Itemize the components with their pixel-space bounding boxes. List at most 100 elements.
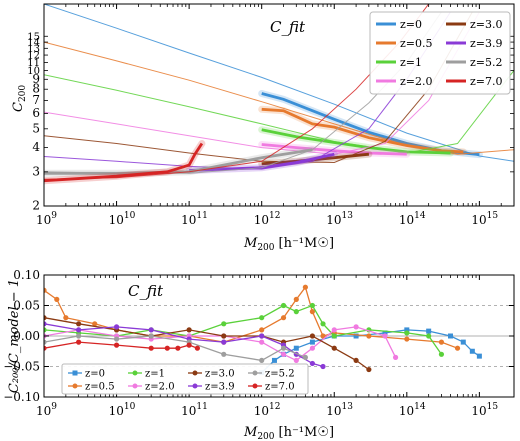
residual-marker-z=1 <box>259 315 265 321</box>
residual-marker-z=3.9 <box>148 327 154 333</box>
residual-marker-z=5.2 <box>302 354 308 360</box>
top-y-tick-label: 14 <box>27 38 40 49</box>
top-y-tick-label: 10 <box>27 66 40 77</box>
residual-marker-z=1 <box>426 333 432 339</box>
residual-marker-z=2.0 <box>392 354 399 360</box>
bottom-x-tick-label: 1015 <box>471 402 498 418</box>
residual-marker-z=1 <box>280 302 287 309</box>
top-legend-label-z=2.0: z=2.0 <box>400 75 433 88</box>
residual-marker-z=7.0 <box>175 345 181 351</box>
residual-marker-z=5.2 <box>44 339 47 345</box>
bottom-x-tick-label: 1011 <box>181 402 208 418</box>
top-annotation-text: C_fit <box>270 18 306 36</box>
top-xlabel-main: M <box>243 236 258 251</box>
bottom-legend-marker-z=3.9 <box>192 383 198 389</box>
top-legend-label-z=5.2: z=5.2 <box>470 56 503 69</box>
residual-marker-z=3.0 <box>186 327 192 333</box>
top-y-tick-label: 8 <box>32 82 40 96</box>
residual-marker-z=1 <box>309 302 316 309</box>
residual-marker-z=7.0 <box>194 345 200 351</box>
top-y-tick-label: 3 <box>32 164 40 178</box>
residual-marker-z=3.9 <box>320 363 326 370</box>
residual-line-z=2.0 <box>44 326 397 362</box>
top-y-axis-label: C200 <box>11 85 28 112</box>
bottom-y-tick-label: 0.05 <box>13 299 40 313</box>
top-x-tick-label: 1015 <box>471 211 498 227</box>
top-y-tick-label: 11 <box>27 58 40 69</box>
residual-marker-z=0 <box>382 330 388 336</box>
residual-marker-z=5.2 <box>259 357 265 363</box>
residual-marker-z=7.0 <box>186 342 192 348</box>
residual-marker-z=0 <box>271 357 277 363</box>
residual-marker-z=0.5 <box>309 309 316 315</box>
bottom-legend-marker-z=5.2 <box>252 370 258 376</box>
bottom-legend-label-z=7.0: z=7.0 <box>265 382 295 393</box>
residual-marker-z=0.5 <box>454 345 461 351</box>
bottom-legend-label-z=0: z=0 <box>85 369 105 380</box>
bottom-x-tick-label: 109 <box>36 402 57 418</box>
residual-marker-z=0.5 <box>438 339 445 345</box>
bottom-legend-label-z=0.5: z=0.5 <box>85 382 115 393</box>
top-x-tick-label: 1013 <box>326 211 353 227</box>
residual-marker-z=3.9 <box>259 333 265 339</box>
residual-marker-z=3.0 <box>353 357 359 363</box>
residual-marker-z=2.0 <box>280 351 287 357</box>
residual-marker-z=3.0 <box>331 345 337 351</box>
residual-marker-z=2.0 <box>259 339 265 345</box>
residual-marker-z=2.0 <box>331 327 337 333</box>
residual-marker-z=7.0 <box>164 345 170 351</box>
top-y-tick-label: 5 <box>32 121 40 135</box>
bottom-legend-label-z=1: z=1 <box>145 369 165 380</box>
residual-marker-z=0.5 <box>320 333 326 339</box>
top-y-tick-label: 9 <box>32 72 40 86</box>
residual-marker-z=7.0 <box>148 345 154 351</box>
residual-marker-z=0 <box>404 327 410 333</box>
residual-marker-z=3.0 <box>44 315 47 321</box>
bottom-legend-box <box>61 363 309 395</box>
top-y-tick-label: 13 <box>27 44 40 55</box>
residual-marker-z=0.5 <box>63 315 69 321</box>
top-legend-label-z=1: z=1 <box>400 56 422 69</box>
residual-marker-z=0 <box>426 328 432 334</box>
residual-line-z=7.0 <box>44 341 198 349</box>
top-xlabel-sub: 200 <box>257 243 274 253</box>
residual-marker-z=5.2 <box>76 333 82 339</box>
top-xlabel-unit: [h⁻¹M☉] <box>279 236 335 251</box>
top-legend-label-z=3.0: z=3.0 <box>470 18 503 31</box>
bottom-legend-label-z=3.0: z=3.0 <box>205 369 235 380</box>
residual-marker-z=0 <box>448 333 454 339</box>
residual-marker-z=3.9 <box>221 339 227 345</box>
residual-marker-z=0.5 <box>259 327 265 333</box>
residual-marker-z=3.0 <box>366 366 372 373</box>
residual-marker-z=0 <box>309 339 315 345</box>
top-x-tick-label: 109 <box>36 211 57 227</box>
top-ylabel-main: C <box>11 102 26 112</box>
residual-marker-z=0 <box>476 353 482 359</box>
residual-marker-z=2.0 <box>309 345 316 351</box>
bottom-y-tick-label: −0.10 <box>3 390 40 404</box>
top-ylabel-sub: 200 <box>18 85 28 102</box>
top-legend-label-z=0.5: z=0.5 <box>400 37 433 50</box>
bottom-legend-marker-z=3.0 <box>192 370 198 376</box>
bottom-legend-label-z=5.2: z=5.2 <box>265 369 295 380</box>
bottom-x-axis-label: M200 [h⁻¹M☉] <box>243 425 334 441</box>
residual-marker-z=5.2 <box>113 336 120 342</box>
top-x-axis-label: M200 [h⁻¹M☉] <box>243 236 334 253</box>
residual-line-z=1 <box>44 304 442 355</box>
top-x-tick-label: 1010 <box>109 211 136 227</box>
top-y-tick-label: 7 <box>32 93 40 107</box>
top-y-tick-label: 6 <box>32 106 40 120</box>
residual-marker-z=3.9 <box>113 324 120 330</box>
residual-marker-z=1 <box>331 333 337 339</box>
residual-marker-z=0.5 <box>92 321 98 327</box>
residual-marker-z=3.0 <box>309 333 316 339</box>
residual-marker-z=0 <box>460 339 466 345</box>
top-y-tick-label: 2 <box>32 199 40 213</box>
top-legend-label-z=0: z=0 <box>400 18 422 31</box>
top-y-tick-label: 12 <box>27 51 40 62</box>
residual-marker-z=5.2 <box>148 333 154 339</box>
bottom-annotation: C_fit <box>128 282 164 300</box>
residual-line-z=0.5 <box>44 285 458 349</box>
bottom-panel-residuals: 109 1010 1011 1012 1013 1014 1015 −0.10 −0.05 0.… <box>3 268 515 441</box>
